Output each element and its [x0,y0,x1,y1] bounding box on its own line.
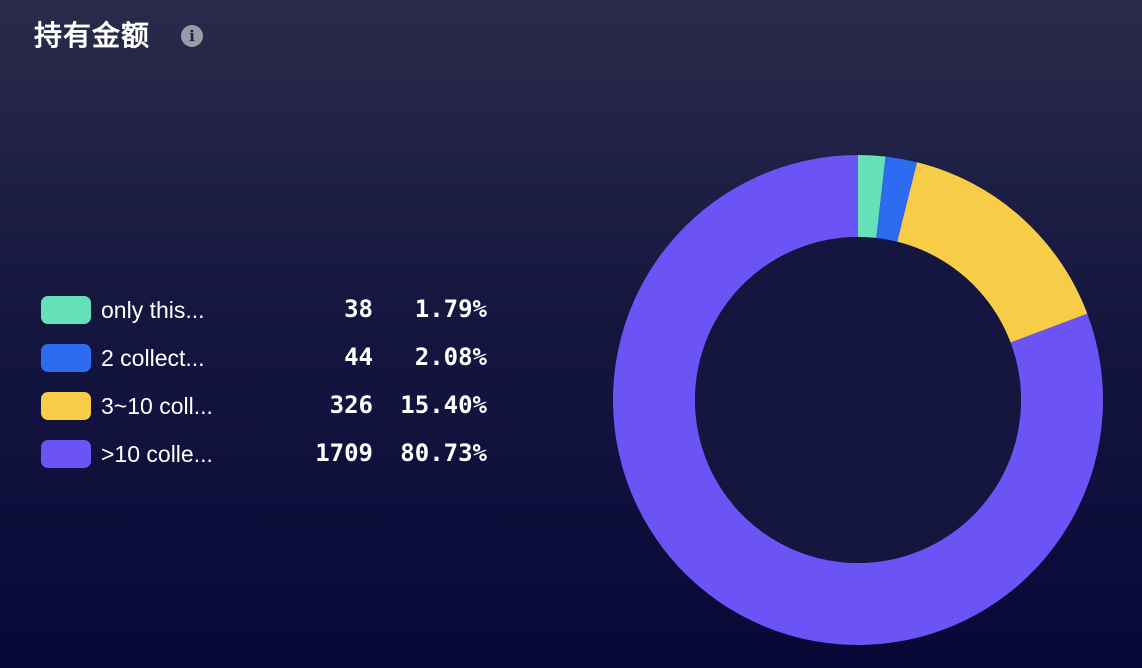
chart-title: 持有金额 [34,19,151,52]
legend-percentage: 80.73% [400,439,487,467]
legend-label: only this... [101,297,205,323]
legend-label: 3~10 coll... [101,393,213,419]
legend-item[interactable]: 2 collect... 44 2.08% [41,334,501,382]
legend-percentage: 2.08% [414,343,487,371]
legend-count: 326 [329,391,373,419]
legend-label: 2 collect... [101,345,205,371]
legend-label: >10 colle... [101,441,213,467]
legend-percentage: 15.40% [400,391,487,419]
legend-item[interactable]: 3~10 coll... 326 15.40% [41,382,501,430]
donut-slice[interactable] [612,155,1103,645]
legend-swatch [41,440,91,468]
donut-slice[interactable] [858,155,886,239]
legend-swatch [41,392,91,420]
donut-slice[interactable] [876,156,918,242]
legend-item[interactable]: >10 colle... 1709 80.73% [41,430,501,478]
legend-swatch [41,344,91,372]
legend-count: 44 [344,343,373,371]
donut-hole [695,237,1021,563]
legend-percentage: 1.79% [414,295,487,323]
legend-count: 38 [344,295,373,323]
legend: only this... 38 1.79% 2 collect... 44 2.… [41,286,501,478]
donut-slice[interactable] [897,162,1088,343]
legend-swatch [41,296,91,324]
legend-item[interactable]: only this... 38 1.79% [41,286,501,334]
donut-chart [612,155,1103,645]
legend-count: 1709 [315,439,373,467]
info-icon[interactable]: i [181,25,204,47]
chart-header: 持有金额 i [34,12,204,56]
